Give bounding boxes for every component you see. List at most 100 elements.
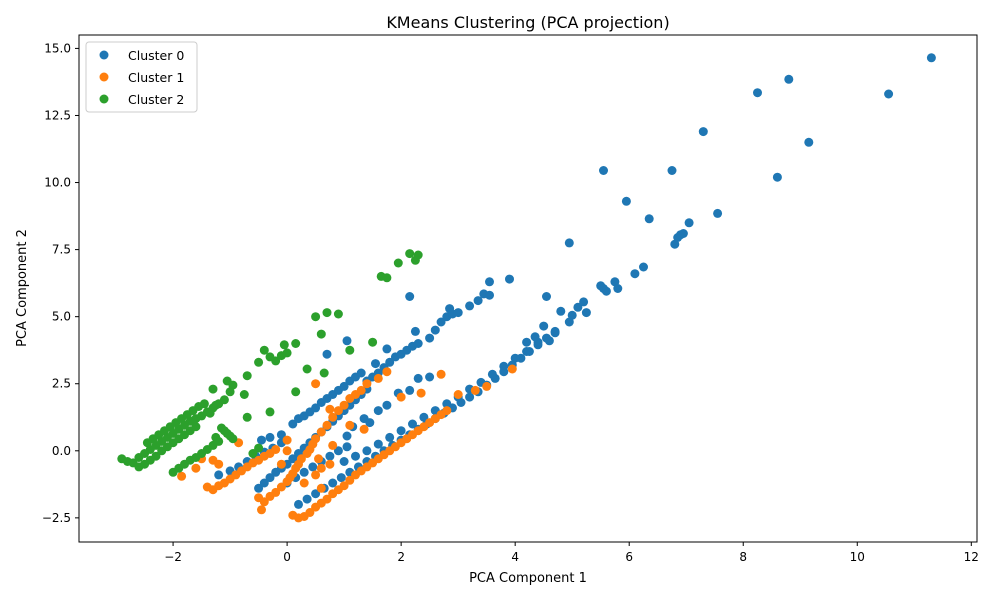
- data-point: [371, 359, 380, 369]
- data-point: [328, 478, 338, 488]
- data-point: [248, 449, 258, 458]
- data-point: [214, 436, 224, 446]
- data-point: [291, 339, 301, 348]
- data-point: [368, 337, 378, 347]
- x-tick-label: 0: [283, 550, 291, 564]
- data-point: [276, 482, 286, 492]
- data-point: [522, 347, 532, 356]
- scatter-points: [117, 53, 936, 523]
- data-point: [325, 459, 335, 469]
- data-point: [311, 379, 321, 389]
- data-point: [487, 369, 497, 379]
- data-point: [254, 483, 264, 493]
- y-tick-label: 7.5: [52, 243, 71, 257]
- y-tick-label: −2.5: [42, 511, 71, 525]
- data-point: [282, 446, 292, 456]
- data-point: [373, 439, 383, 449]
- chart-title: KMeans Clustering (PCA projection): [386, 13, 669, 32]
- data-point: [351, 451, 360, 461]
- data-point: [228, 434, 238, 444]
- data-point: [425, 333, 435, 343]
- data-point: [314, 454, 323, 464]
- data-point: [228, 380, 238, 390]
- data-point: [482, 381, 492, 391]
- data-point: [539, 321, 549, 331]
- data-point: [544, 336, 554, 346]
- x-tick-label: 8: [739, 550, 747, 564]
- series-cluster-1: [177, 364, 517, 523]
- data-point: [305, 508, 315, 517]
- data-point: [259, 345, 269, 355]
- data-point: [205, 408, 215, 418]
- data-point: [884, 89, 894, 99]
- x-tick-label: 10: [850, 550, 865, 564]
- data-point: [405, 385, 415, 395]
- data-point: [322, 308, 332, 318]
- data-point: [328, 440, 338, 450]
- data-point: [333, 446, 343, 456]
- data-point: [567, 310, 577, 320]
- data-point: [430, 325, 440, 335]
- data-point: [339, 381, 349, 391]
- data-point: [382, 367, 392, 377]
- data-point: [413, 250, 423, 260]
- data-point: [621, 196, 631, 206]
- data-point: [311, 312, 321, 322]
- y-tick-label: 15.0: [44, 41, 71, 55]
- data-point: [316, 483, 326, 493]
- data-point: [419, 412, 429, 422]
- data-point: [413, 339, 423, 348]
- legend-label-cluster-0: Cluster 0: [128, 48, 184, 63]
- data-point: [410, 326, 420, 336]
- data-point: [257, 435, 266, 445]
- data-point: [713, 208, 723, 218]
- x-axis-ticks: −2 0 2 4 6 8 10 12: [164, 542, 979, 564]
- legend-label-cluster-2: Cluster 2: [128, 92, 184, 107]
- y-axis-ticks: −2.5 0.0 2.5 5.0 7.5 10.0 12.5 15.0: [42, 41, 79, 525]
- data-point: [191, 463, 201, 473]
- data-point: [425, 372, 435, 382]
- data-point: [259, 497, 269, 507]
- legend-marker-cluster-0: [99, 50, 109, 60]
- data-point: [214, 470, 224, 480]
- data-point: [678, 229, 688, 238]
- data-point: [510, 353, 520, 363]
- data-point: [259, 478, 269, 488]
- data-point: [613, 284, 623, 293]
- data-point: [453, 390, 463, 399]
- x-tick-label: 6: [625, 550, 633, 564]
- legend: Cluster 0 Cluster 1 Cluster 2: [85, 41, 198, 113]
- data-point: [365, 418, 375, 428]
- data-point: [579, 297, 589, 307]
- y-tick-label: 0.0: [52, 444, 71, 458]
- data-point: [177, 471, 187, 481]
- data-point: [362, 446, 372, 456]
- data-point: [151, 451, 161, 461]
- data-point: [485, 277, 494, 287]
- data-point: [393, 258, 403, 268]
- y-tick-label: 2.5: [52, 377, 71, 391]
- y-tick-label: 10.0: [44, 176, 71, 190]
- data-point: [265, 407, 275, 417]
- data-point: [339, 481, 349, 491]
- data-point: [296, 454, 306, 464]
- data-point: [336, 473, 346, 483]
- data-point: [573, 302, 583, 312]
- data-point: [316, 427, 326, 437]
- data-point: [373, 406, 383, 416]
- data-point: [684, 218, 694, 228]
- data-point: [302, 364, 312, 374]
- data-point: [271, 356, 281, 366]
- data-point: [316, 329, 326, 339]
- data-point: [342, 431, 352, 441]
- data-point: [436, 317, 446, 327]
- data-point: [239, 390, 249, 399]
- data-point: [442, 399, 452, 409]
- data-point: [405, 292, 415, 301]
- data-point: [219, 395, 229, 405]
- data-point: [356, 385, 366, 395]
- data-point: [405, 249, 415, 259]
- data-point: [242, 371, 252, 381]
- data-point: [505, 274, 514, 284]
- data-point: [302, 494, 312, 504]
